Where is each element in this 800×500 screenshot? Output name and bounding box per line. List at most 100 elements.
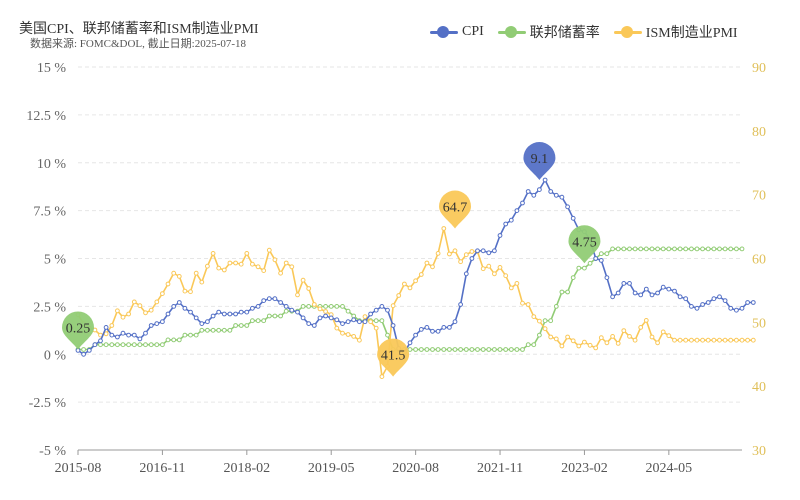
data-point xyxy=(103,342,109,348)
legend-swatch-rate xyxy=(497,25,526,39)
y-left-tick-label: -2.5 % xyxy=(29,396,67,411)
data-point xyxy=(120,314,126,320)
data-point xyxy=(244,309,250,315)
data-point xyxy=(227,327,233,333)
data-point xyxy=(475,248,480,254)
data-point xyxy=(131,332,137,338)
data-point xyxy=(373,307,379,313)
data-point xyxy=(559,289,565,295)
data-point xyxy=(255,318,261,324)
data-point xyxy=(548,189,554,194)
data-point xyxy=(176,300,182,305)
data-point xyxy=(694,337,700,343)
data-point xyxy=(480,248,486,254)
data-point xyxy=(238,261,244,267)
data-point xyxy=(120,342,126,348)
y-left-tick-label: -5 % xyxy=(39,444,66,459)
x-tick-label: 2020-08 xyxy=(392,461,439,476)
data-point xyxy=(81,347,86,352)
legend-item-rate[interactable]: 联邦储蓄率 xyxy=(497,22,600,42)
data-point xyxy=(638,246,644,252)
data-point xyxy=(447,325,452,330)
data-point xyxy=(221,327,227,333)
data-point xyxy=(137,342,143,348)
legend-item-pmi[interactable]: ISM制造业PMI xyxy=(613,22,738,42)
legend-item-cpi[interactable]: CPI xyxy=(430,24,484,40)
data-point xyxy=(148,323,154,328)
data-point xyxy=(171,270,177,276)
data-point xyxy=(452,248,458,254)
data-point xyxy=(497,347,503,352)
data-point xyxy=(407,285,413,291)
data-point xyxy=(643,246,649,252)
data-point xyxy=(193,315,199,321)
highlight-marker xyxy=(439,190,472,229)
data-point xyxy=(171,304,177,309)
data-point xyxy=(368,319,374,325)
data-point xyxy=(537,318,542,324)
series-line-cpi xyxy=(77,179,754,356)
data-point xyxy=(261,318,267,324)
data-point xyxy=(649,292,655,298)
data-point xyxy=(379,374,385,380)
data-point xyxy=(717,246,722,252)
data-point xyxy=(261,268,267,274)
data-point xyxy=(548,334,554,340)
data-point xyxy=(666,246,672,252)
data-point xyxy=(627,334,632,339)
y-left-tick-label: 5 % xyxy=(44,253,67,268)
data-point xyxy=(525,302,531,307)
data-point xyxy=(188,332,193,338)
highlight-marker xyxy=(62,311,94,350)
data-point xyxy=(199,327,205,333)
y-right-tick-label: 80 xyxy=(752,125,766,140)
data-point xyxy=(705,300,711,305)
data-point xyxy=(413,347,419,352)
data-point xyxy=(722,246,728,252)
highlight-marker xyxy=(377,338,410,377)
data-point xyxy=(458,259,464,265)
data-point xyxy=(368,311,374,317)
data-point xyxy=(565,334,570,340)
data-point xyxy=(734,246,739,252)
data-point xyxy=(205,263,210,269)
data-point xyxy=(165,311,171,317)
data-point xyxy=(131,342,137,348)
data-point xyxy=(717,294,722,300)
x-tick-label: 2021-11 xyxy=(477,461,523,476)
data-point xyxy=(402,281,407,287)
data-point xyxy=(598,251,604,257)
data-point xyxy=(463,252,469,258)
data-point xyxy=(160,342,165,348)
data-point xyxy=(553,304,559,309)
data-point xyxy=(289,264,295,270)
data-point xyxy=(323,304,329,309)
data-point xyxy=(582,265,587,271)
data-point xyxy=(677,246,683,252)
data-point xyxy=(295,292,300,298)
data-point xyxy=(638,325,644,330)
data-point xyxy=(441,226,447,231)
data-point xyxy=(362,319,368,325)
data-point xyxy=(430,347,435,352)
data-point xyxy=(283,308,289,314)
x-tick-label: 2023-02 xyxy=(561,461,608,476)
data-point xyxy=(542,177,548,183)
data-point xyxy=(221,311,227,317)
data-point xyxy=(272,257,278,263)
data-point xyxy=(424,347,430,352)
x-tick-label: 2019-05 xyxy=(308,461,355,476)
data-point xyxy=(283,260,289,266)
data-point xyxy=(463,271,469,277)
data-point xyxy=(255,264,261,270)
data-point xyxy=(486,263,492,269)
data-point xyxy=(655,290,660,296)
data-point xyxy=(503,221,509,227)
data-point xyxy=(424,325,430,330)
data-point xyxy=(604,340,610,346)
data-point xyxy=(615,341,621,346)
data-point xyxy=(311,302,317,307)
data-point xyxy=(570,275,576,281)
data-point xyxy=(160,291,165,297)
data-point xyxy=(441,347,447,352)
